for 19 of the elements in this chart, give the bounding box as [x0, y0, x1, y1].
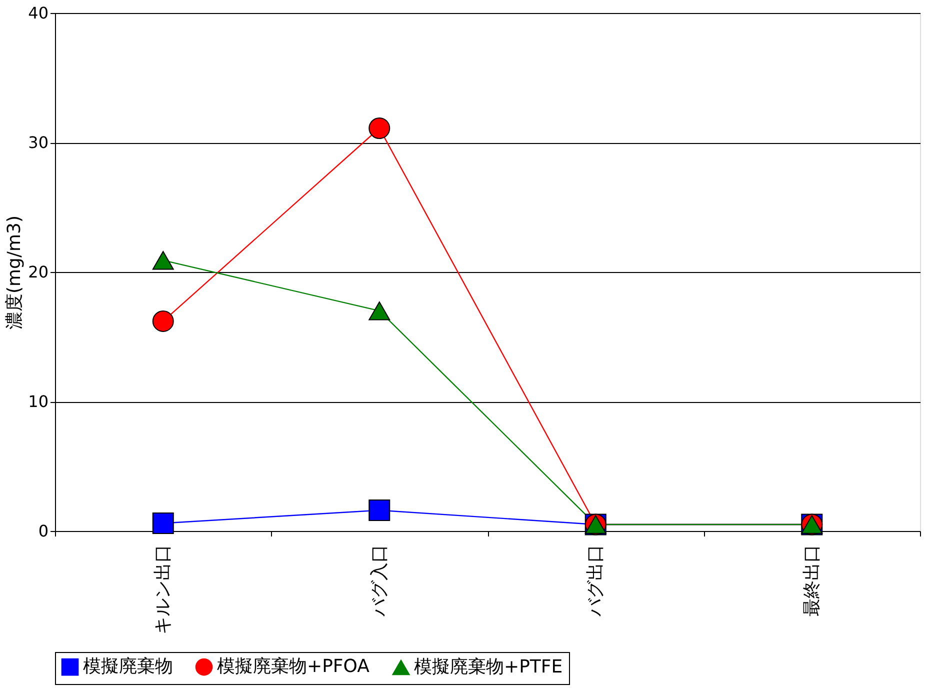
- point: [152, 310, 174, 332]
- legend-label: 模擬廃棄物+PFOA: [217, 656, 370, 678]
- point: [368, 301, 390, 320]
- point: [152, 512, 174, 534]
- y-tick-label: 10: [28, 392, 48, 411]
- y-tick-label: 0: [38, 522, 48, 540]
- x-tick-label: キルン出口: [152, 544, 174, 634]
- x-tick-label: バグ出口: [585, 544, 606, 618]
- y-tick-label: 20: [28, 262, 48, 282]
- legend-label: 模擬廃棄物: [83, 656, 173, 678]
- point: [368, 118, 390, 139]
- point: [152, 250, 174, 270]
- point: [368, 500, 390, 522]
- y-tick-label: 40: [28, 4, 48, 22]
- y-tick-label: 30: [28, 133, 48, 152]
- y-axis-title: 濃度(mg/m3): [4, 215, 26, 330]
- legend-label: 模擬廃棄物+PTFE: [414, 656, 563, 678]
- x-tick-label: バグ入口: [368, 544, 390, 618]
- x-tick-label: 最終出口: [801, 544, 822, 616]
